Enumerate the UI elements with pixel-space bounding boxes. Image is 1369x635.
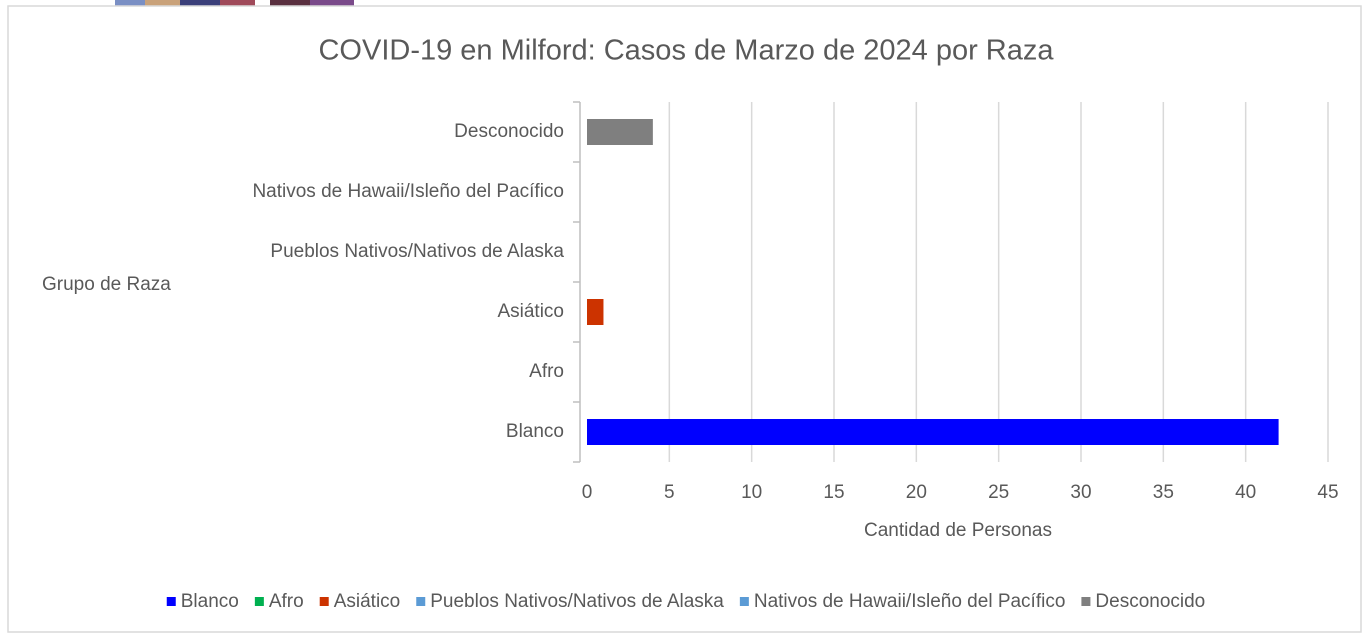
legend-label: Pueblos Nativos/Nativos de Alaska: [430, 591, 724, 612]
x-tick-label: 0: [582, 482, 593, 503]
plot-area: 0 5 10 15 20 25 30 35 40 45 Blanco Afro Asiático Pueb…: [252, 101, 1339, 503]
legend-swatch: [254, 597, 264, 606]
bar: [587, 299, 604, 325]
legend-item: Nativos de Hawaii/Isleño del Pacífico: [739, 591, 1066, 612]
legend-label: Afro: [269, 591, 304, 612]
x-tick-label: 45: [1317, 482, 1338, 503]
y-tick-label: Blanco: [506, 421, 564, 442]
bar: [587, 419, 1279, 445]
legend-label: Asiático: [334, 591, 401, 612]
y-tick-label: Desconocido: [454, 121, 564, 142]
chart-title: COVID-19 en Milford: Casos de Marzo de 2…: [318, 35, 1054, 67]
x-tick-label: 10: [741, 482, 762, 503]
x-axis-title: Cantidad de Personas: [864, 520, 1052, 541]
x-tick-label: 15: [823, 482, 844, 503]
x-tick-label: 35: [1153, 482, 1174, 503]
x-tick-label: 20: [906, 482, 927, 503]
legend-item: Blanco: [166, 591, 239, 612]
chart-border: [7, 5, 1362, 633]
y-tick-label: Asiático: [497, 301, 564, 322]
bar: [587, 119, 653, 145]
legend: Blanco Afro Asiático Pueblos Nativos/Nativo…: [166, 591, 1205, 612]
legend-item: Pueblos Nativos/Nativos de Alaska: [416, 591, 724, 612]
legend-swatch: [739, 597, 749, 606]
corner-thumbnail: [115, 0, 354, 6]
legend-item: Afro: [254, 591, 304, 612]
legend-swatch: [319, 597, 329, 606]
legend-item: Asiático: [319, 591, 401, 612]
y-tick-label: Afro: [529, 361, 564, 382]
legend-item: Desconocido: [1081, 591, 1205, 612]
legend-label: Nativos de Hawaii/Isleño del Pacífico: [754, 591, 1066, 612]
legend-label: Blanco: [181, 591, 239, 612]
x-tick-label: 30: [1070, 482, 1091, 503]
y-tick-label: Pueblos Nativos/Nativos de Alaska: [270, 241, 564, 262]
y-tick-label: Nativos de Hawaii/Isleño del Pacífico: [252, 181, 564, 202]
y-axis-title: Grupo de Raza: [42, 274, 171, 295]
legend-swatch: [416, 597, 426, 606]
legend-label: Desconocido: [1095, 591, 1205, 612]
x-tick-label: 40: [1235, 482, 1256, 503]
x-tick-label: 25: [988, 482, 1009, 503]
x-tick-label: 5: [664, 482, 675, 503]
legend-swatch: [1081, 597, 1091, 606]
legend-swatch: [166, 597, 176, 606]
